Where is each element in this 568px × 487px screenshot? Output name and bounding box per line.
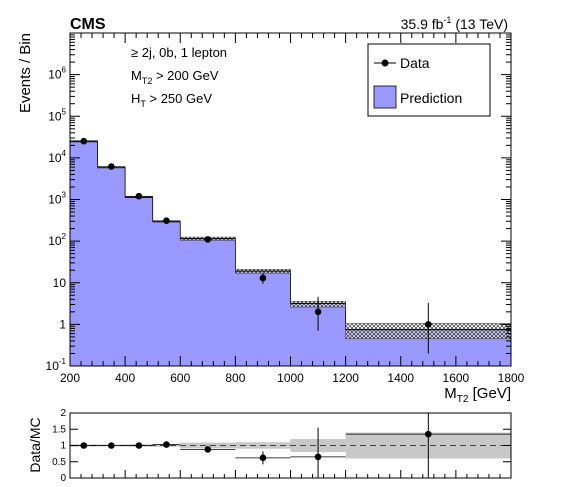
ratio-y-tick-label: 1.5 <box>52 424 66 435</box>
ratio-point <box>204 446 212 453</box>
data-point <box>80 137 88 145</box>
y-axis-title: Events / Bin <box>17 33 34 113</box>
ratio-uncertainty-band <box>180 442 236 449</box>
legend: Data Prediction <box>367 43 491 117</box>
x-tick-label: 800 <box>225 371 245 385</box>
x-tick-label: 1400 <box>387 371 414 385</box>
ratio-point <box>259 454 267 462</box>
data-point <box>425 321 432 328</box>
main-plot-frame: 200 400 600 800 1000 1200 1400 1600 1800 10-1 1 10 1… <box>46 32 525 385</box>
data-point <box>259 274 267 282</box>
ratio-plot-frame: 0 0.5 1 1.5 2 <box>52 408 512 484</box>
ratio-y-tick-label: 1 <box>60 441 66 452</box>
y-tick-label: 105 <box>48 107 66 123</box>
ratio-y-tick-label: 0 <box>60 473 66 484</box>
ratio-y-axis-title: Data/MC <box>27 417 43 472</box>
data-point <box>108 163 115 170</box>
lumi-energy: (13 TeV) <box>451 16 508 32</box>
lumi-exponent: -1 <box>443 15 451 25</box>
x-tick-label: 1000 <box>277 371 304 385</box>
ratio-point <box>314 453 322 461</box>
y-tick-label: 106 <box>48 66 66 82</box>
x-axis-title: MT2 [GeV] <box>444 385 511 405</box>
legend-data-marker <box>381 59 389 67</box>
ratio-point <box>163 441 170 448</box>
selection-mt2: MT2 > 200 GeV <box>131 68 219 86</box>
y-tick-label: 1 <box>59 317 66 331</box>
luminosity-label: 35.9 fb-1 (13 TeV) <box>401 15 508 32</box>
legend-data-label: Data <box>400 55 430 71</box>
y-tick-label: 104 <box>48 149 66 165</box>
ratio-y-tick-label: 0.5 <box>52 457 66 468</box>
y-tick-label: 10 <box>53 276 67 290</box>
cms-label: CMS <box>70 16 106 33</box>
x-tick-label: 200 <box>60 371 80 385</box>
ratio-point <box>80 442 88 449</box>
data-point <box>163 217 170 224</box>
data-point <box>204 236 212 243</box>
ratio-y-tick-label: 2 <box>60 408 66 419</box>
x-tick-label: 600 <box>170 371 190 385</box>
data-point <box>314 308 322 316</box>
x-tick-label: 1200 <box>332 371 359 385</box>
x-tick-label: 1800 <box>498 371 525 385</box>
ratio-point <box>425 430 432 438</box>
data-point <box>135 192 143 200</box>
x-tick-label: 400 <box>115 371 135 385</box>
selection-jets: ≥ 2j, 0b, 1 lepton <box>131 45 227 60</box>
legend-prediction-swatch <box>373 85 397 109</box>
y-tick-label: 102 <box>48 232 66 248</box>
y-tick-label: 103 <box>48 191 66 207</box>
legend-prediction-label: Prediction <box>400 90 462 106</box>
lumi-value: 35.9 fb <box>401 16 444 32</box>
selection-ht: HT > 250 GeV <box>131 91 212 109</box>
x-tick-label: 1600 <box>443 371 470 385</box>
ratio-point <box>135 442 143 449</box>
y-tick-label: 10-1 <box>46 357 67 373</box>
ratio-point <box>108 442 115 449</box>
